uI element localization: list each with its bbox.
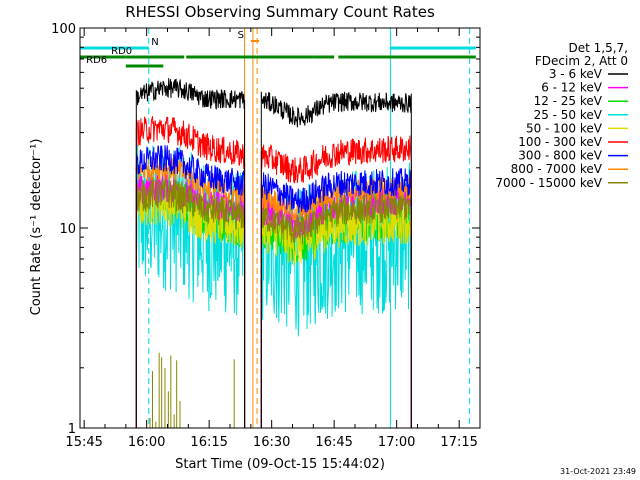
- y-tick-label: 1: [68, 422, 76, 437]
- legend-entry-label: 800 - 7000 keV: [511, 162, 603, 176]
- y-tick-label: 100: [51, 22, 76, 37]
- series-line-4-segment-1: [260, 197, 412, 428]
- y-tick-label: 10: [59, 222, 76, 237]
- plot-inner: [80, 28, 471, 428]
- x-tick-label: 16:00: [128, 435, 165, 450]
- footer-timestamp: 31-Oct-2021 23:49: [560, 467, 636, 476]
- series-line-6-segment-0: [135, 145, 246, 428]
- legend-entry-label: 25 - 50 keV: [534, 108, 603, 122]
- x-tick-label: 16:30: [253, 435, 290, 450]
- legend-entry-label: 7000 - 15000 keV: [495, 176, 602, 190]
- legend-entry-label: 50 - 100 keV: [526, 121, 603, 135]
- chart-title: RHESSI Observing Summary Count Rates: [125, 3, 435, 21]
- flag-label-rd6: RD6: [86, 55, 107, 66]
- x-tick-label: 17:15: [440, 435, 477, 450]
- flag-label-s: S: [238, 30, 244, 41]
- x-axis: 15:45 16:00 16:15 16:30 16:45 17:00 17:15: [65, 28, 478, 450]
- legend-entry-label: 300 - 800 keV: [518, 149, 602, 163]
- series-line-0-segment-1: [260, 91, 412, 428]
- series-line-6-segment-1: [260, 168, 412, 428]
- legend-entry-label: 100 - 300 keV: [518, 135, 602, 149]
- flag-label-rd0: RD0: [111, 46, 132, 57]
- x-tick-label: 16:15: [190, 435, 227, 450]
- y-axis-label: Count Rate (s⁻¹ detector⁻¹): [29, 139, 44, 316]
- x-tick-label: 15:45: [65, 435, 102, 450]
- flag-label-n: N: [151, 37, 158, 48]
- y-axis: 1 10 100: [51, 22, 480, 437]
- plot-area: N RD0 RD6 S: [79, 27, 481, 429]
- legend-entry-label: 12 - 25 keV: [534, 94, 603, 108]
- x-tick-label: 17:00: [378, 435, 415, 450]
- series-line-0-segment-0: [135, 78, 246, 428]
- x-tick-label: 16:45: [315, 435, 352, 450]
- x-axis-label: Start Time (09-Oct-15 15:44:02): [175, 457, 385, 472]
- legend-entry-label: 6 - 12 keV: [541, 81, 603, 95]
- legend-header-line: Det 1,5,7,: [569, 41, 629, 55]
- legend-header-line: FDecim 2, Att 0: [535, 54, 628, 68]
- series-line-8-segment-1: [260, 189, 412, 428]
- series-line-5-segment-0: [135, 116, 246, 428]
- series-line-5-segment-1: [260, 135, 412, 428]
- legend-entry-label: 3 - 6 keV: [549, 67, 603, 81]
- series-line-8-segment-0: [135, 178, 246, 428]
